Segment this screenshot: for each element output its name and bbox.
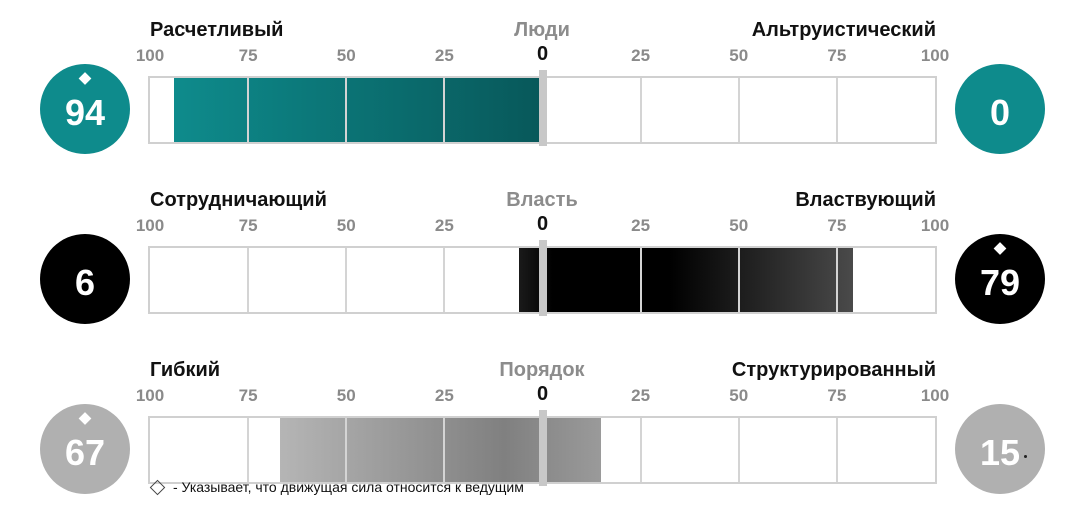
tick-label: 75: [827, 216, 847, 235]
right-score-badge: 79: [955, 234, 1045, 324]
tick-label: 75: [827, 46, 847, 65]
tick-label: 75: [238, 216, 258, 235]
tick-label: 75: [827, 386, 847, 405]
grid-line: [247, 418, 250, 482]
left-score-badge: 94: [40, 64, 130, 154]
left-trait-label: Сотрудничающий: [150, 189, 327, 211]
scale-row-power: Сотрудничающий Власть Властвующий 100 75 5…: [0, 188, 1084, 348]
driver-diamond-icon: [78, 412, 92, 425]
tick-label: 50: [729, 46, 749, 65]
tick-label: 100: [135, 386, 165, 405]
scale-title: Порядок: [499, 359, 585, 381]
score-bar: [173, 78, 543, 142]
left-trait-label: Расчетливый: [150, 19, 284, 41]
right-score-badge: 15: [955, 404, 1045, 494]
left-score-value: 67: [64, 432, 106, 473]
tick-label: 100: [920, 386, 950, 405]
grid-line: [345, 78, 348, 142]
scale-row-people: Расчетливый Люди Альтруистический 100 75 5…: [0, 18, 1084, 178]
tick-label: 100: [135, 46, 165, 65]
right-score-badge: 0: [955, 64, 1045, 154]
tick-label: 100: [920, 216, 950, 235]
grid-line: [345, 248, 348, 312]
tick-label: 100: [920, 46, 950, 65]
legend: - Указывает, что движущая сила относится…: [149, 478, 524, 496]
grid-line: [639, 78, 642, 142]
zero-line: [538, 240, 547, 316]
scale-title: Власть: [506, 189, 578, 211]
right-score-value: 0: [989, 92, 1011, 133]
left-score-badge: 6: [40, 234, 130, 324]
left-score-value: 6: [74, 262, 96, 303]
grid-line: [345, 418, 348, 482]
right-trait-label: Властвующий: [795, 189, 936, 211]
tick-label: 75: [238, 386, 258, 405]
grid-line: [443, 78, 446, 142]
grid-line: [835, 78, 838, 142]
left-score-badge: 67: [40, 404, 130, 494]
score-bar: [518, 248, 853, 312]
zero-line: [538, 70, 547, 146]
tick-label: 50: [336, 216, 356, 235]
tick-label: 0: [536, 213, 549, 235]
driver-diamond-icon: [993, 242, 1007, 255]
driver-diamond-icon: [78, 72, 92, 85]
scale-row-order: Гибкий Порядок Структурированный 100 75 50…: [0, 358, 1084, 518]
grid-line: [639, 248, 642, 312]
right-trait-label: Альтруистический: [751, 19, 936, 41]
diamond-outline-icon: [149, 479, 166, 495]
scale-track: [148, 410, 937, 486]
legend-text: - Указывает, что движущая сила относится…: [173, 479, 524, 495]
scale-track: [148, 240, 937, 316]
grid-line: [737, 418, 740, 482]
left-score-value: 94: [64, 92, 106, 133]
right-score-value: 79: [979, 262, 1021, 303]
tick-label: 75: [238, 46, 258, 65]
tick-label: 25: [631, 46, 651, 65]
tick-label: 50: [729, 216, 749, 235]
tick-label: 50: [336, 386, 356, 405]
right-trait-label: Структурированный: [731, 359, 936, 381]
tick-label: 0: [536, 43, 549, 65]
left-trait-label: Гибкий: [150, 359, 221, 381]
tick-label: 100: [135, 216, 165, 235]
tick-label: 25: [434, 386, 454, 405]
zero-line: [538, 410, 547, 486]
grid-line: [443, 248, 446, 312]
grid-line: [247, 248, 250, 312]
scale-track: [148, 70, 937, 146]
scale-title: Люди: [514, 19, 570, 41]
score-bar: [279, 418, 602, 482]
grid-line: [443, 418, 446, 482]
right-score-value: 15: [979, 432, 1021, 473]
tick-label: 25: [434, 46, 454, 65]
grid-line: [835, 418, 838, 482]
tick-label: 25: [631, 216, 651, 235]
tick-label: 25: [434, 216, 454, 235]
grid-line: [639, 418, 642, 482]
tick-label: 50: [336, 46, 356, 65]
tick-label: 25: [631, 386, 651, 405]
grid-line: [737, 78, 740, 142]
tick-label: 50: [729, 386, 749, 405]
tick-label: 0: [536, 383, 549, 405]
grid-line: [737, 248, 740, 312]
grid-line: [247, 78, 250, 142]
stray-dot: [1024, 455, 1027, 458]
grid-line: [835, 248, 838, 312]
